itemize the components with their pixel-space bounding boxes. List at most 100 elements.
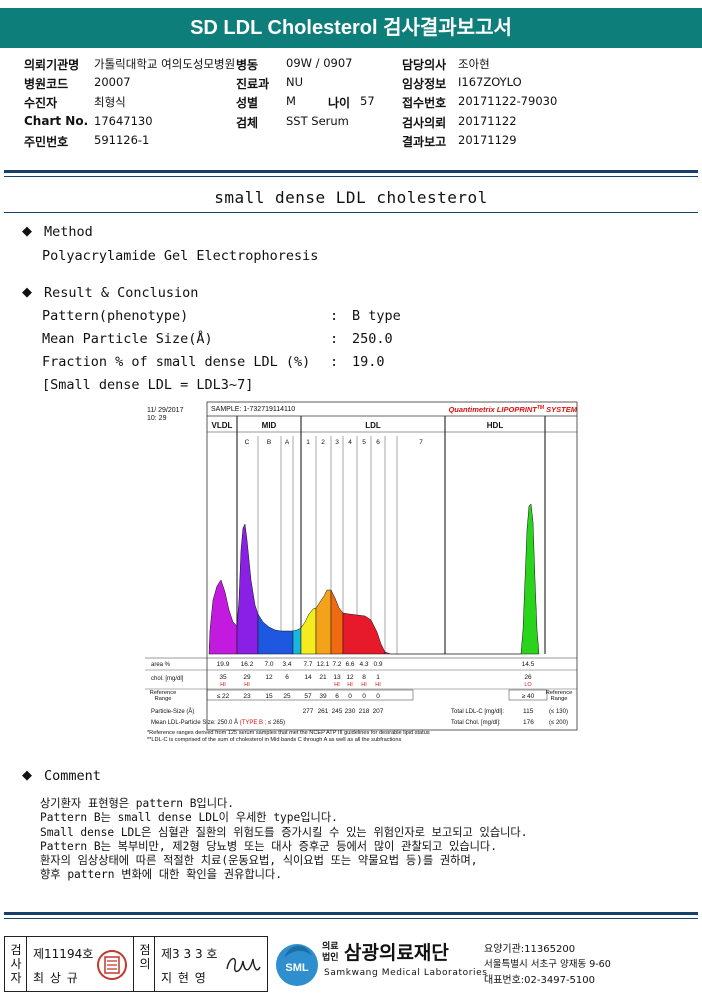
area-value: 4.3	[359, 661, 368, 668]
total-chol-label: Total Chol. [mg/dl]:	[451, 720, 501, 726]
divider-bottom-thin	[4, 918, 698, 919]
comment-line: Pattern B는 복부비만, 제2형 당뇨병 또는 대사 증후군 등에서 많…	[40, 839, 497, 853]
chol-value: 12	[265, 674, 273, 681]
ref-label: Reference	[150, 690, 177, 696]
result-value: 250.0	[352, 331, 393, 347]
method-heading: Method	[44, 224, 93, 240]
patient-value: 최형식	[94, 95, 126, 109]
curve-segment-2	[257, 613, 294, 655]
chart-brand: Quantimetrix LIPOPRINTTM SYSTEM	[448, 405, 577, 414]
mean-size-ref: ≤ 265)	[266, 720, 285, 726]
curve-segment-6	[330, 589, 344, 655]
mean-size: Mean LDL-Particle Size: 250.0 Å	[151, 719, 240, 726]
patient-value: 가톨릭대학교 여의도성모병원	[94, 57, 236, 71]
ref-value: 57	[304, 693, 312, 700]
check-number: 제3 3 3 호	[161, 947, 218, 961]
hdl-ref-box	[508, 689, 548, 701]
chol-flag: HI	[220, 682, 226, 688]
ref-box	[206, 689, 414, 701]
chol-value: 13	[333, 674, 341, 681]
patient-value: NU	[286, 75, 304, 89]
group-label: LDL	[365, 421, 381, 430]
patient-label: 성별	[236, 96, 259, 110]
ref-value: 39	[319, 693, 327, 700]
comment-heading: Comment	[44, 768, 101, 784]
total-ldl-ref: (≤ 130)	[549, 709, 568, 715]
ref-right: Reference	[546, 690, 573, 696]
org-prefix: 의료법인	[322, 942, 339, 963]
curve-segment-0	[208, 579, 238, 655]
area-value: 3.4	[282, 661, 291, 668]
chart-brand-tail: SYSTEM	[544, 405, 578, 414]
band-label: 1	[306, 439, 310, 446]
group-label: HDL	[487, 421, 504, 430]
patient-label: 의뢰기관명	[24, 58, 80, 72]
patient-value: 09W / 0907	[286, 56, 353, 70]
total-ldl-label: Total LDL-C [mg/dl]:	[451, 709, 504, 715]
result-colon: :	[330, 331, 339, 347]
section-title: small dense LDL cholesterol	[214, 188, 488, 207]
band-label: C	[245, 439, 250, 446]
bullet-icon: ◆	[22, 224, 32, 239]
total-ldl-value: 115	[523, 708, 534, 715]
ref-value: 25	[283, 693, 291, 700]
patient-label: 병동	[236, 58, 259, 72]
chart-date: 11/ 29/2017	[147, 407, 184, 414]
ref-value: 6	[335, 693, 339, 700]
result-value: 19.0	[352, 354, 385, 370]
ref-label: Range	[154, 696, 171, 702]
chol-flag: HI	[244, 682, 250, 688]
comment-text: 상기환자 표현형은 pattern B입니다. Pattern B는 small …	[40, 797, 527, 883]
group-label: VLDL	[212, 421, 233, 430]
result-value: B type	[352, 308, 401, 324]
patient-label: 검사의뢰	[402, 116, 447, 130]
patient-value: 조아현	[458, 57, 490, 71]
curve-segment-7	[342, 612, 386, 655]
sml-logo-icon: SML	[276, 944, 318, 986]
size-label: Particle-Size (Å)	[151, 708, 194, 715]
band-label: 4	[348, 439, 352, 446]
address: 서울특별시 서초구 양재동 9-60	[484, 959, 611, 970]
chart-frame	[206, 401, 578, 731]
exam-label-char: 자	[10, 971, 22, 985]
chart-footnotes: *Reference ranges derived from 125 serum…	[147, 730, 430, 744]
area-value: 19.9	[217, 661, 230, 668]
check-name: 지 현 영	[161, 971, 207, 985]
result-colon: :	[330, 354, 339, 370]
patient-value: 17647130	[94, 114, 153, 128]
row-chol-label: chol. [mg/dl]	[151, 676, 184, 682]
chol-flag: HI	[375, 682, 381, 688]
chart-time: 10: 29	[147, 415, 167, 422]
phone: 대표번호:02-3497-5100	[484, 975, 596, 986]
band-label: A	[285, 439, 290, 446]
hdl-ref: ≥ 40	[522, 693, 535, 700]
size-value: 261	[318, 708, 329, 715]
facility-code: 요양기관:11365200	[484, 944, 576, 955]
curve-segment-4	[300, 607, 317, 655]
ref-value: 0	[348, 693, 352, 700]
bullet-icon: ◆	[22, 768, 32, 783]
chol-flag: HI	[334, 682, 340, 688]
curve-segment-8	[384, 651, 397, 655]
exam-label-char: 검	[10, 943, 22, 957]
divider-bottom	[4, 912, 698, 915]
comment-line: 상기환자 표현형은 pattern B입니다.	[40, 797, 235, 810]
comment-line: 향후 pattern 변화에 대한 확인을 권유합니다.	[40, 868, 282, 882]
patient-label: 임상정보	[402, 77, 447, 91]
result-label: Fraction % of small dense LDL (%)	[42, 354, 311, 370]
total-chol-ref: (≤ 200)	[549, 720, 568, 726]
chol-value: 21	[319, 674, 327, 681]
bullet-icon: ◆	[22, 285, 32, 300]
band-label: 2	[321, 439, 325, 446]
ref-value: 0	[376, 693, 380, 700]
chart-brand-sup: TM	[537, 405, 545, 411]
divider-top-thin	[4, 176, 698, 177]
ref-value: 15	[265, 693, 273, 700]
curve-segment-5	[315, 589, 332, 655]
exam-number: 제11194호	[33, 947, 94, 961]
signature-icon	[226, 958, 261, 972]
patient-value: 20171122-79030	[458, 94, 558, 108]
size-value: 218	[359, 708, 370, 715]
